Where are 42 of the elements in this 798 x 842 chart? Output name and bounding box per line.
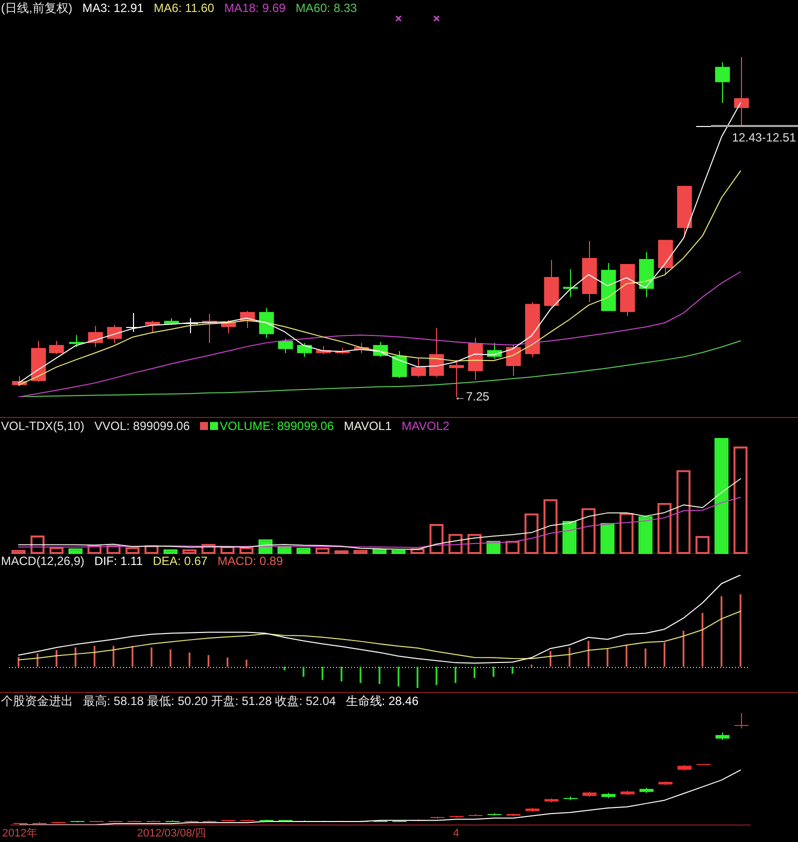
candlestick bbox=[734, 56, 749, 126]
x-tick-label: 2012年 bbox=[2, 827, 38, 840]
candlestick bbox=[429, 327, 444, 378]
candlestick bbox=[734, 712, 750, 729]
text: 生命线: 28.46 bbox=[346, 694, 418, 708]
x-tick-label: 2012/03/08/四 bbox=[137, 827, 206, 840]
text: MACD: 0.89 bbox=[218, 554, 283, 568]
candlestick bbox=[69, 334, 84, 348]
candlestick bbox=[297, 342, 312, 358]
chart-title: (日线,前复权) bbox=[1, 1, 72, 15]
candlestick bbox=[278, 338, 293, 354]
annotation: 12.43-12.51 bbox=[732, 130, 796, 144]
annotation: ←7.25 bbox=[454, 389, 490, 404]
candlestick bbox=[392, 350, 407, 378]
candlestick bbox=[411, 357, 426, 378]
candlestick bbox=[182, 318, 198, 334]
candlestick bbox=[145, 320, 160, 333]
text: DIF: 1.11 bbox=[94, 554, 143, 568]
candlestick bbox=[88, 325, 103, 348]
chart-subtitle: 最高: 58.18 最低: 50.20 开盘: 51.28 收盘: 52.04 bbox=[83, 694, 336, 708]
text: MAVOL1 bbox=[344, 419, 392, 433]
candlestick bbox=[126, 312, 142, 333]
x-tick-label: 4 bbox=[452, 827, 460, 840]
chart-subtitle: VVOL: 899099.06 bbox=[94, 419, 190, 433]
text: MA60: 8.33 bbox=[296, 1, 357, 15]
text: MA3: 12.91 bbox=[82, 1, 144, 15]
candlestick bbox=[259, 307, 274, 338]
text: MA6: 11.60 bbox=[154, 1, 214, 15]
bar bbox=[334, 550, 349, 554]
legend-label: VOLUME: 899099.06 bbox=[220, 419, 334, 433]
chart-title: VOL-TDX(5,10) bbox=[1, 419, 84, 433]
candlestick bbox=[506, 344, 521, 376]
text: MAVOL2 bbox=[402, 419, 450, 433]
candlestick bbox=[107, 324, 122, 344]
text: DEA: 0.67 bbox=[152, 554, 208, 568]
text: MA18: 9.69 bbox=[224, 1, 286, 15]
chart-title: MACD(12,26,9) bbox=[1, 554, 84, 568]
candlestick bbox=[49, 340, 64, 355]
chart-title: 个股资金进出 bbox=[1, 694, 73, 708]
bar bbox=[353, 550, 368, 554]
bar bbox=[11, 550, 26, 554]
candlestick bbox=[715, 62, 730, 104]
